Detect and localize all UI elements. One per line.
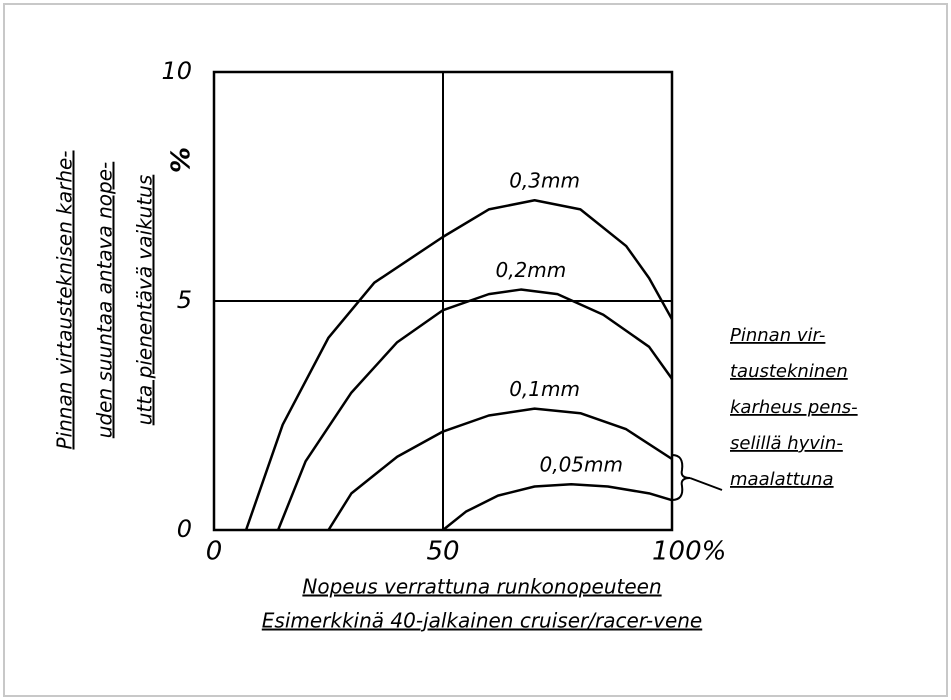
y-label-line: uden suuntaa antava nope-: [93, 162, 117, 438]
y-tick-label: 0: [177, 515, 192, 543]
x-label-line: Esimerkkinä 40-jalkainen cruiser/racer-v…: [262, 609, 702, 633]
annotation-line: taustekninen: [730, 361, 848, 382]
series-label: 0,1mm: [509, 377, 580, 401]
y-label-line: utta pienentävä vaikutus: [133, 175, 157, 426]
x-tick-label: 50: [426, 537, 459, 567]
y-unit: %: [167, 147, 197, 173]
y-tick-label: 5: [177, 286, 192, 314]
y-tick-label: 10: [161, 57, 192, 85]
series-label: 0,3mm: [509, 169, 580, 193]
annotation-line: selillä hyvin-: [730, 433, 843, 454]
chart: Pinnan virtausteknisen karhe-uden suunta…: [0, 0, 951, 700]
x-label-line: Nopeus verrattuna runkonopeuteen: [302, 575, 661, 599]
annotation-line: maalattuna: [730, 469, 834, 490]
annotation-line: karheus pens-: [730, 397, 858, 418]
y-label-line: Pinnan virtausteknisen karhe-: [53, 150, 77, 449]
x-tick-label: 100%: [652, 537, 726, 567]
series-label: 0,2mm: [495, 258, 566, 282]
x-tick-label: 0: [206, 537, 223, 567]
annotation-line: Pinnan vir-: [730, 325, 825, 346]
y-axis-label: Pinnan virtausteknisen karhe-uden suunta…: [53, 150, 157, 449]
series-label: 0,05mm: [539, 453, 623, 477]
